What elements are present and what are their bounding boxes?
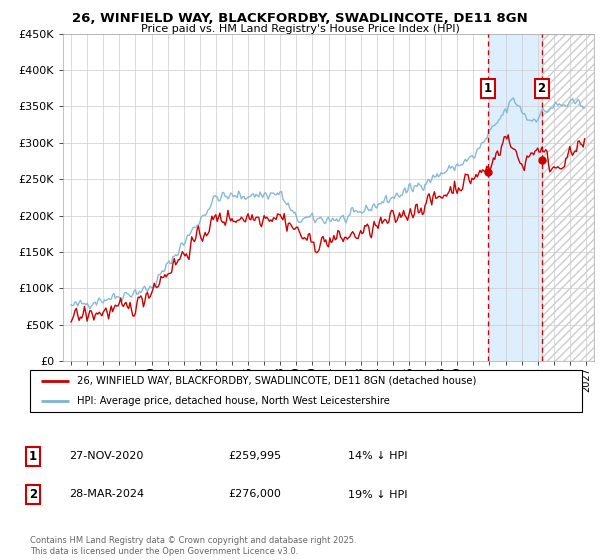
Text: £259,995: £259,995 (228, 451, 281, 461)
Text: 1: 1 (484, 82, 492, 95)
Bar (488, 34, 542, 361)
Text: Contains HM Land Registry data © Crown copyright and database right 2025.
This d: Contains HM Land Registry data © Crown c… (30, 536, 356, 556)
Text: 19% ↓ HPI: 19% ↓ HPI (348, 489, 407, 500)
Text: 14% ↓ HPI: 14% ↓ HPI (348, 451, 407, 461)
Text: 26, WINFIELD WAY, BLACKFORDBY, SWADLINCOTE, DE11 8GN (detached house): 26, WINFIELD WAY, BLACKFORDBY, SWADLINCO… (77, 376, 476, 385)
Text: 1: 1 (29, 450, 37, 463)
Text: 26, WINFIELD WAY, BLACKFORDBY, SWADLINCOTE, DE11 8GN: 26, WINFIELD WAY, BLACKFORDBY, SWADLINCO… (72, 12, 528, 25)
FancyBboxPatch shape (30, 370, 582, 412)
Text: 2: 2 (538, 82, 545, 95)
Bar (542, 34, 594, 361)
Bar (542, 34, 594, 361)
Text: Price paid vs. HM Land Registry's House Price Index (HPI): Price paid vs. HM Land Registry's House … (140, 24, 460, 34)
Text: 28-MAR-2024: 28-MAR-2024 (69, 489, 144, 500)
Text: HPI: Average price, detached house, North West Leicestershire: HPI: Average price, detached house, Nort… (77, 396, 390, 405)
Text: 27-NOV-2020: 27-NOV-2020 (69, 451, 143, 461)
Text: 2: 2 (29, 488, 37, 501)
Text: £276,000: £276,000 (228, 489, 281, 500)
